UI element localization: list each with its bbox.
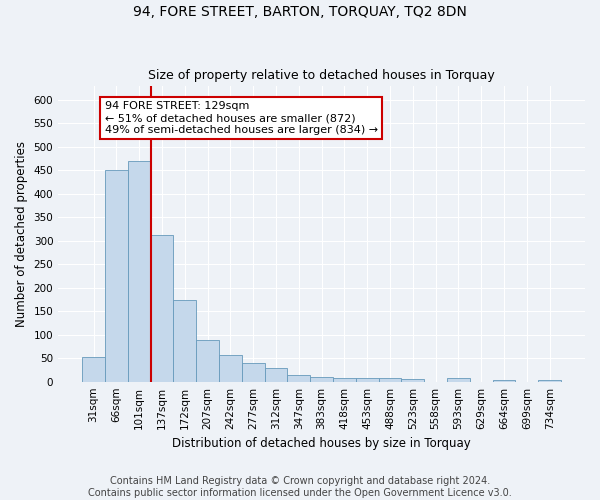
Bar [310,378,333,382]
Bar [538,380,561,382]
Bar [82,357,105,382]
Text: 94 FORE STREET: 129sqm
← 51% of detached houses are smaller (872)
49% of semi-de: 94 FORE STREET: 129sqm ← 51% of detached… [105,102,378,134]
Bar [287,374,310,382]
Bar [379,378,401,382]
Bar [151,235,173,382]
Bar [447,378,470,382]
Bar [356,378,379,382]
Bar [333,378,356,382]
Bar [493,380,515,382]
Text: Contains HM Land Registry data © Crown copyright and database right 2024.
Contai: Contains HM Land Registry data © Crown c… [88,476,512,498]
Bar [196,340,219,382]
Bar [219,356,242,382]
X-axis label: Distribution of detached houses by size in Torquay: Distribution of detached houses by size … [172,437,471,450]
Bar [105,170,128,382]
Bar [128,161,151,382]
Bar [401,379,424,382]
Title: Size of property relative to detached houses in Torquay: Size of property relative to detached ho… [148,69,495,82]
Bar [173,300,196,382]
Y-axis label: Number of detached properties: Number of detached properties [15,141,28,327]
Bar [265,368,287,382]
Text: 94, FORE STREET, BARTON, TORQUAY, TQ2 8DN: 94, FORE STREET, BARTON, TORQUAY, TQ2 8D… [133,5,467,19]
Bar [242,363,265,382]
